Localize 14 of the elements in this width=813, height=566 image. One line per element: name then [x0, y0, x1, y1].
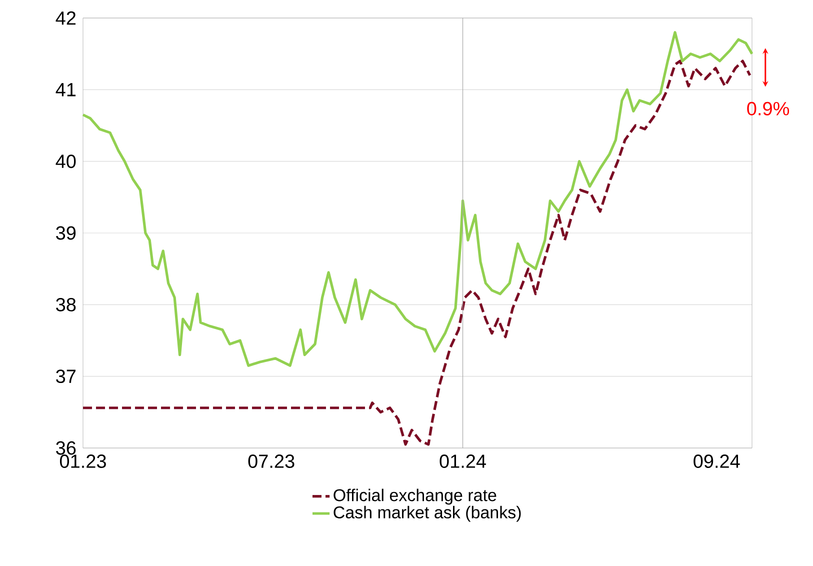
y-tick-label: 39 [56, 226, 76, 240]
y-tick-label: 40 [56, 154, 76, 168]
x-tick-label: 07.23 [248, 454, 294, 468]
x-tick-label: 01.24 [440, 454, 486, 468]
y-tick-label: 37 [56, 370, 76, 384]
x-tick-label: 09.24 [694, 454, 740, 468]
legend-label: Cash market ask (banks) [334, 506, 521, 522]
y-tick-label: 38 [56, 298, 76, 312]
y-tick-label: 36 [56, 441, 76, 455]
y-tick-label: 41 [56, 83, 76, 96]
y-tick-label: 42 [56, 11, 76, 25]
legend-label: Official exchange rate [334, 488, 496, 505]
annotation: 0.9% [747, 102, 790, 116]
x-tick-label: 01.23 [60, 454, 106, 468]
